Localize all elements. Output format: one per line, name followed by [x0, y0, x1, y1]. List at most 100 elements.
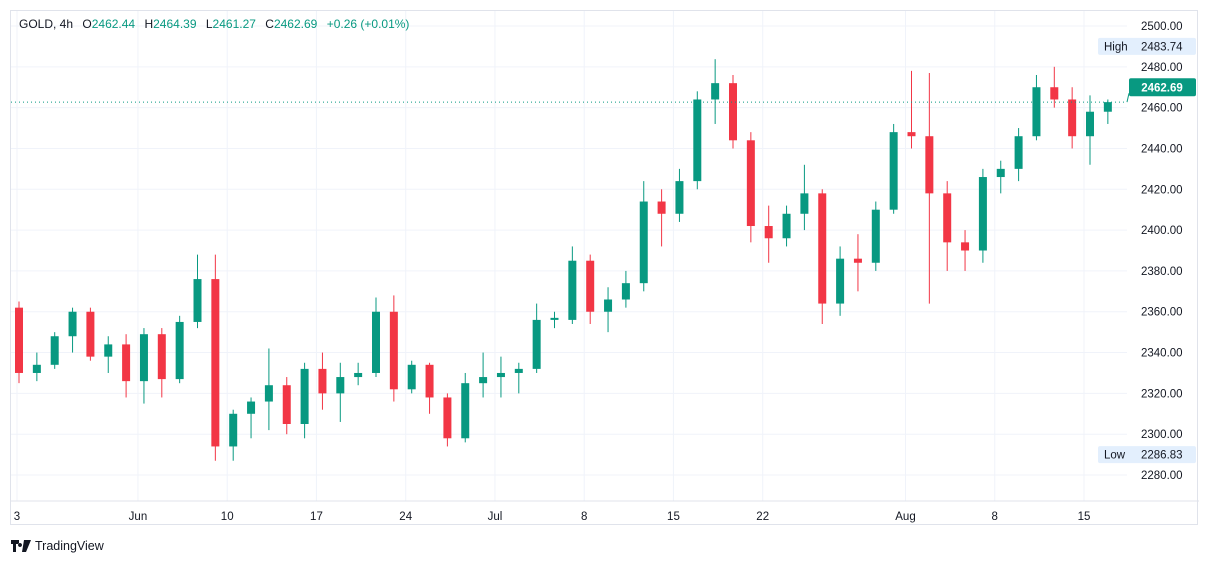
candle-body[interactable]	[1103, 102, 1112, 112]
price-tick: 2460.00	[1141, 103, 1183, 115]
candle-body[interactable]	[389, 311, 398, 390]
candle-body[interactable]	[354, 372, 363, 378]
open-value: O2462.44	[82, 17, 135, 31]
candle-body[interactable]	[193, 279, 202, 322]
candle-body[interactable]	[961, 242, 970, 251]
candle-body[interactable]	[639, 201, 648, 284]
candle-body[interactable]	[1050, 87, 1059, 100]
price-tick: 2400.00	[1141, 225, 1183, 237]
candle-body[interactable]	[800, 193, 809, 214]
candle-body[interactable]	[122, 344, 131, 382]
close-label: C	[265, 17, 274, 31]
low-badge	[1098, 446, 1196, 464]
candle-body[interactable]	[425, 364, 434, 398]
low-label: Low	[1104, 450, 1126, 462]
candle-body[interactable]	[907, 132, 916, 137]
candle-body[interactable]	[15, 307, 23, 373]
last-price-connector	[1126, 93, 1130, 103]
tradingview-logo[interactable]: TradingView	[11, 539, 104, 553]
candle-body[interactable]	[693, 99, 702, 182]
candle-body[interactable]	[50, 336, 59, 365]
candle-body[interactable]	[514, 368, 523, 373]
candle-body[interactable]	[889, 132, 898, 210]
close-number: 2462.69	[273, 17, 318, 31]
candle-body[interactable]	[604, 299, 613, 312]
candle-body[interactable]	[711, 83, 720, 100]
candle-body[interactable]	[264, 385, 273, 402]
candle-body[interactable]	[32, 364, 41, 373]
last-price-label: 2462.69	[1141, 83, 1183, 95]
candle-body[interactable]	[372, 311, 380, 373]
candle-body[interactable]	[104, 344, 113, 357]
candle-body[interactable]	[229, 413, 238, 447]
candle-body[interactable]	[764, 226, 773, 239]
candle-body[interactable]	[729, 83, 737, 141]
time-tick: Aug	[895, 511, 915, 523]
candle-body[interactable]	[157, 334, 166, 380]
candle-body[interactable]	[818, 193, 827, 304]
candle-body[interactable]	[657, 201, 666, 214]
time-tick: 24	[399, 511, 412, 523]
high-label: High	[1104, 41, 1128, 53]
ohlc-legend: GOLD, 4h O2462.44 H2464.39 L2461.27 C246…	[19, 17, 415, 31]
candle-body[interactable]	[443, 397, 452, 439]
candle-body[interactable]	[282, 385, 291, 424]
low-label: L	[205, 17, 213, 31]
candle-body[interactable]	[871, 209, 880, 263]
candle-body[interactable]	[586, 260, 595, 312]
tradingview-logo-icon	[11, 540, 31, 552]
candle-body[interactable]	[550, 317, 559, 320]
time-tick: 8	[992, 511, 998, 523]
candle-body[interactable]	[86, 311, 95, 357]
candle-body[interactable]	[496, 372, 505, 378]
high-number: 2464.39	[153, 17, 197, 31]
candle-body[interactable]	[1068, 99, 1077, 137]
candle-body[interactable]	[996, 168, 1005, 178]
high-value: 2483.74	[1141, 41, 1183, 53]
price-tick: 2340.00	[1141, 348, 1183, 360]
price-tick: 2380.00	[1141, 266, 1183, 278]
candle-body[interactable]	[568, 260, 577, 320]
candle-body[interactable]	[621, 283, 630, 300]
candle-body[interactable]	[978, 177, 987, 251]
candle-body[interactable]	[1014, 136, 1023, 169]
candle-body[interactable]	[836, 258, 845, 304]
candle-body[interactable]	[746, 140, 755, 227]
candle-body[interactable]	[782, 213, 791, 239]
candle-body[interactable]	[925, 136, 934, 194]
time-tick: 22	[756, 511, 769, 523]
last-price-badge	[1129, 78, 1196, 97]
candle-body[interactable]	[943, 193, 952, 243]
time-tick: 3	[14, 511, 20, 523]
candle-body[interactable]	[336, 377, 345, 394]
candlestick-chart[interactable]: 2500.00 2480.00 2460.00 2440.00 2420.00 2400.…	[11, 11, 1199, 526]
candle-body[interactable]	[247, 401, 256, 414]
time-tick: Jun	[129, 511, 148, 523]
high-label: H	[144, 17, 154, 31]
price-tick: 2440.00	[1141, 143, 1183, 155]
candle-body[interactable]	[532, 319, 541, 369]
low-value: 2286.83	[1141, 450, 1183, 462]
change-value: +0.26 (+0.01%)	[326, 17, 410, 31]
price-tick: 2280.00	[1141, 470, 1183, 482]
candle-body[interactable]	[853, 258, 862, 263]
candle-body[interactable]	[675, 181, 684, 214]
candle-body[interactable]	[1032, 87, 1041, 137]
candle-body[interactable]	[211, 279, 220, 447]
candle-body[interactable]	[175, 321, 184, 380]
chart-frame[interactable]: 2500.00 2480.00 2460.00 2440.00 2420.00 2400.…	[10, 10, 1199, 526]
candle-body[interactable]	[407, 364, 416, 390]
candle-body[interactable]	[1086, 111, 1094, 137]
candle-body[interactable]	[139, 334, 148, 382]
time-tick: 17	[310, 511, 323, 523]
candle-body[interactable]	[479, 377, 488, 384]
candle-body[interactable]	[68, 311, 77, 337]
price-tick: 2360.00	[1141, 307, 1183, 319]
candle-body[interactable]	[300, 368, 309, 424]
price-tick: 2480.00	[1141, 62, 1183, 74]
price-tick: 2500.00	[1141, 21, 1183, 33]
candle-body[interactable]	[318, 368, 327, 394]
symbol-label: GOLD, 4h	[19, 17, 74, 31]
high-badge	[1098, 37, 1196, 55]
candle-body[interactable]	[461, 383, 470, 439]
